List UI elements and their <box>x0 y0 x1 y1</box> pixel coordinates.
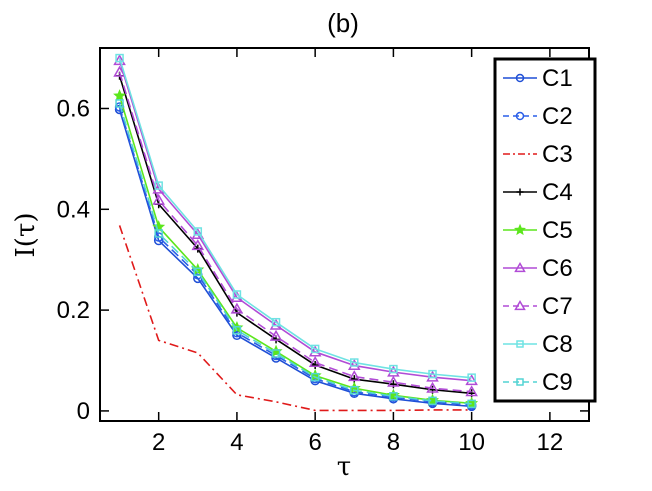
data-point <box>467 373 476 382</box>
series-line <box>118 106 472 406</box>
data-point <box>193 227 203 236</box>
legend-item-c7: C7 <box>503 293 573 320</box>
data-point <box>113 89 127 102</box>
data-point <box>347 370 361 382</box>
legend-item-c4: C4 <box>503 179 573 206</box>
data-point <box>154 181 163 190</box>
data-point <box>152 193 165 205</box>
legend-label: C9 <box>542 369 573 396</box>
chart-title: (b) <box>327 8 359 38</box>
series-line <box>118 60 472 382</box>
data-point <box>271 317 281 327</box>
plot-area <box>113 53 479 412</box>
x-tick-label: 12 <box>537 429 564 456</box>
legend-item-c6: C6 <box>503 255 573 282</box>
data-point <box>350 386 359 395</box>
data-point <box>347 359 361 371</box>
legend-item-c8: C8 <box>503 331 573 358</box>
series-c7 <box>113 65 478 397</box>
series-line <box>118 103 472 405</box>
data-point <box>516 188 524 196</box>
legend-label: C5 <box>542 217 573 244</box>
data-point <box>269 329 283 341</box>
data-point <box>428 369 437 379</box>
data-point <box>389 392 398 401</box>
data-point <box>467 399 476 409</box>
y-tick-label: 0.2 <box>57 297 90 324</box>
y-tick-label: 0.6 <box>57 95 90 122</box>
data-point <box>515 73 525 83</box>
data-point <box>514 299 526 311</box>
data-point <box>516 378 524 386</box>
data-point <box>426 381 439 393</box>
x-tick-label: 8 <box>387 429 400 456</box>
data-point <box>191 239 205 251</box>
data-point <box>465 385 478 397</box>
data-point <box>232 290 242 299</box>
data-point <box>389 380 398 389</box>
data-point <box>515 111 525 121</box>
series-line <box>118 57 472 379</box>
x-tick-label: 4 <box>230 429 243 456</box>
x-tick-label: 10 <box>458 429 485 456</box>
data-point <box>115 53 124 63</box>
data-point <box>308 356 322 368</box>
legend-item-c1: C1 <box>503 65 573 92</box>
data-point <box>271 349 281 358</box>
data-point <box>113 54 126 66</box>
series-c3 <box>118 225 472 412</box>
y-tick-label: 0.4 <box>57 196 90 223</box>
series-line <box>118 225 472 412</box>
x-axis-label: τ <box>337 452 351 482</box>
legend-item-c9: C9 <box>503 369 573 396</box>
data-point <box>232 326 242 335</box>
data-point <box>154 229 163 238</box>
legend-label: C6 <box>542 255 573 282</box>
data-point <box>428 396 437 406</box>
data-point <box>311 361 320 370</box>
legend: C1 C2 C3 C4 C5 C6 C7 C8 C9 <box>493 57 597 403</box>
data-point <box>514 261 526 273</box>
legend-label: C8 <box>542 331 573 358</box>
data-point <box>193 267 203 277</box>
series-c8 <box>115 53 476 382</box>
legend-item-c3: C3 <box>503 141 573 168</box>
x-tick-label: 2 <box>152 429 165 456</box>
data-point <box>113 65 126 77</box>
series-line <box>118 71 472 393</box>
data-point <box>514 223 526 236</box>
series-c9 <box>115 99 476 409</box>
legend-label: C3 <box>542 141 573 168</box>
data-point <box>191 227 205 239</box>
data-point <box>389 364 398 374</box>
data-point <box>465 374 478 386</box>
data-point <box>308 345 322 357</box>
y-tick-label: 0 <box>77 398 90 425</box>
series-line <box>118 109 472 408</box>
series-c5 <box>113 89 479 409</box>
y-axis-label: I(τ) <box>11 213 41 258</box>
data-point <box>310 344 320 354</box>
legend-label: C4 <box>542 179 573 206</box>
legend-label: C1 <box>542 65 573 92</box>
data-point <box>387 375 400 387</box>
legend-label: C7 <box>542 293 573 320</box>
series-c4 <box>115 71 476 398</box>
data-point <box>426 370 439 382</box>
legend-item-c5: C5 <box>503 217 573 244</box>
data-point <box>516 340 524 348</box>
x-tick-label: 6 <box>308 429 321 456</box>
data-point <box>310 372 320 382</box>
series-line <box>118 75 472 395</box>
data-point <box>230 302 244 314</box>
data-point <box>350 358 359 367</box>
legend-label: C2 <box>542 103 573 130</box>
data-point <box>115 99 124 108</box>
legend-item-c2: C2 <box>503 103 573 130</box>
